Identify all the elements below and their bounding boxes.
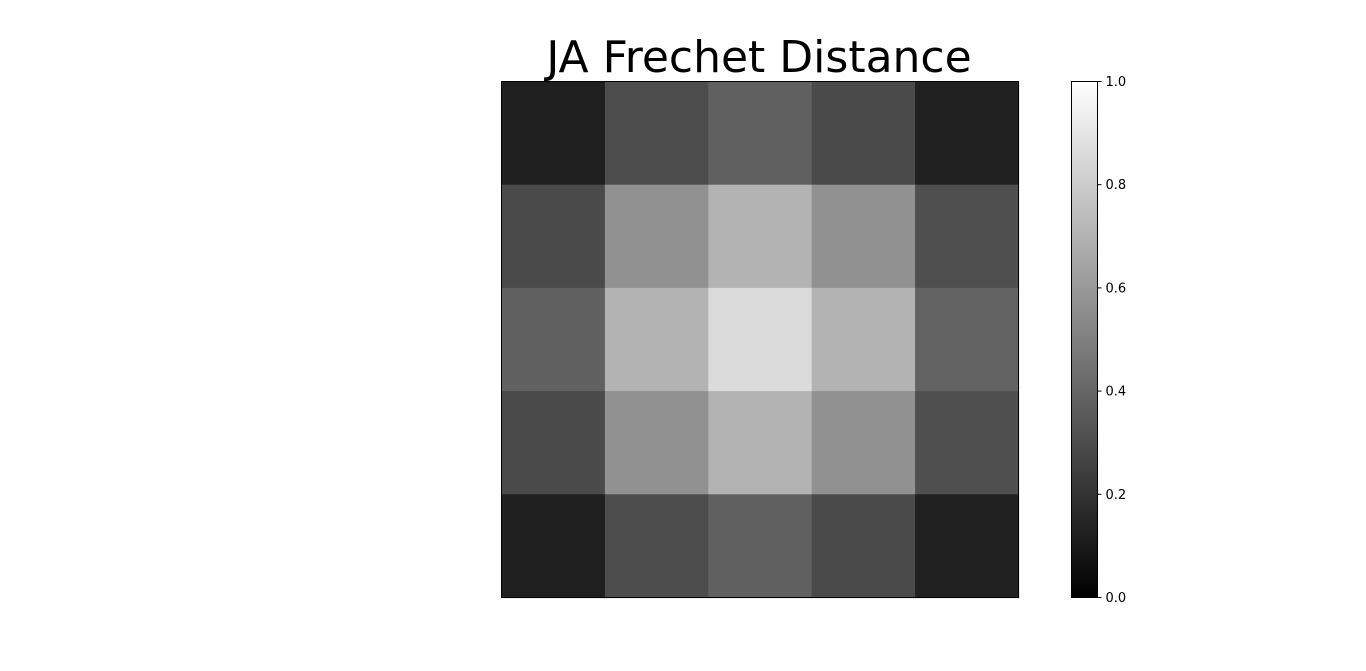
colorbar-tick-label: 0.2 bbox=[1106, 488, 1127, 503]
heatmap-cell-r1-c4 bbox=[915, 184, 1020, 289]
colorbar-tick-label: 0.4 bbox=[1106, 385, 1127, 400]
heatmap-cell-r0-c3 bbox=[811, 81, 916, 186]
heatmap-cell-r0-c4 bbox=[915, 81, 1020, 186]
heatmap-cell-r4-c4 bbox=[915, 494, 1020, 599]
colorbar-tick-label: 0.8 bbox=[1106, 178, 1127, 193]
heatmap-cell-r4-c2 bbox=[708, 494, 813, 599]
heatmap-cell-r3-c3 bbox=[811, 391, 916, 495]
heatmap-frame bbox=[501, 81, 1019, 598]
heatmap-cell-r0-c2 bbox=[708, 81, 813, 186]
heatmap-cell-r1-c1 bbox=[604, 184, 709, 289]
colorbar-tick-label: 1.0 bbox=[1106, 75, 1127, 90]
heatmap-cell-r0-c1 bbox=[604, 81, 709, 186]
heatmap-cell-r3-c1 bbox=[604, 391, 709, 495]
heatmap-cell-r3-c4 bbox=[915, 391, 1020, 495]
colorbar: 0.0 0.2 0.4 0.6 0.8 1.0 bbox=[1071, 75, 1127, 606]
heatmap-cell-r0-c0 bbox=[501, 81, 606, 186]
heatmap-cell-r2-c1 bbox=[604, 287, 709, 392]
heatmap-cell-r4-c1 bbox=[604, 494, 709, 599]
heatmap-cell-r1-c3 bbox=[811, 184, 916, 289]
heatmap-cell-r3-c2 bbox=[708, 391, 813, 495]
heatmap-cell-r1-c0 bbox=[501, 184, 606, 289]
heatmap-cell-r2-c3 bbox=[811, 287, 916, 392]
heatmap-cell-r4-c0 bbox=[501, 494, 606, 599]
colorbar-ticks: 0.0 0.2 0.4 0.6 0.8 1.0 bbox=[1097, 75, 1127, 606]
colorbar-tick-label: 0.0 bbox=[1106, 591, 1127, 606]
heatmap bbox=[501, 81, 1020, 599]
heatmap-cell-r4-c3 bbox=[811, 494, 916, 599]
chart-title: JA Frechet Distance bbox=[543, 32, 971, 83]
colorbar-tick-label: 0.6 bbox=[1106, 281, 1127, 296]
colorbar-gradient bbox=[1071, 81, 1098, 598]
heatmap-cell-r2-c4 bbox=[915, 287, 1020, 392]
heatmap-cell-r2-c2 bbox=[708, 287, 813, 392]
heatmap-cell-r1-c2 bbox=[708, 184, 813, 289]
heatmap-cell-r2-c0 bbox=[501, 287, 606, 392]
heatmap-cell-r3-c0 bbox=[501, 391, 606, 495]
